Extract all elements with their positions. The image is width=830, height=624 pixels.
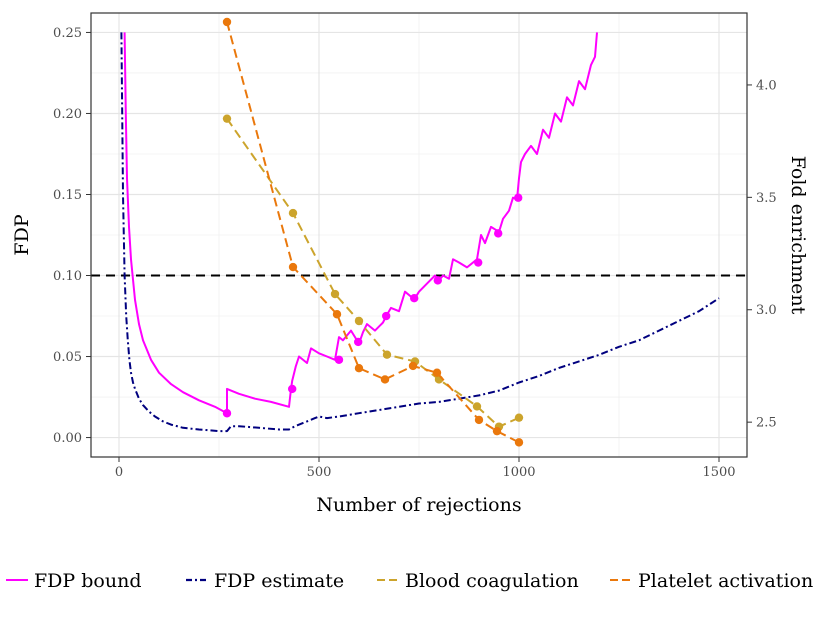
point-platelet-activation xyxy=(492,426,502,436)
x-tick-label: 0 xyxy=(115,465,123,480)
point-blood-coagulation xyxy=(514,413,524,422)
point-fdp-bound xyxy=(494,229,503,238)
series-line-platelet-activation xyxy=(226,21,520,444)
series-line-blood-coagulation xyxy=(226,118,520,428)
point-fdp-bound xyxy=(433,276,442,285)
point-fdp-bound xyxy=(354,337,363,347)
y2-tick-label: 4.0 xyxy=(756,78,777,93)
x-tick-label: 1000 xyxy=(502,465,535,480)
series-layer xyxy=(120,17,720,447)
x-tick-label: 1500 xyxy=(702,465,735,480)
axes: 0 500 1000 1500 0.00 0.05 0.10 0.15 0.20 0.25 2.5 3… xyxy=(53,26,777,480)
point-fdp-bound xyxy=(410,293,419,303)
y-tick-label: 0.25 xyxy=(53,26,82,41)
legend-label-fdp-estimate: FDP estimate xyxy=(214,570,344,592)
point-platelet-activation xyxy=(432,368,442,377)
y-tick-label: 0.05 xyxy=(53,350,82,365)
point-platelet-activation xyxy=(222,17,232,27)
y2-tick-label: 3.5 xyxy=(756,191,777,206)
point-blood-coagulation xyxy=(472,402,482,411)
point-fdp-bound xyxy=(382,311,391,321)
y-tick-label: 0.15 xyxy=(53,188,82,203)
point-fdp-bound xyxy=(514,193,523,202)
point-platelet-activation xyxy=(514,438,524,447)
point-platelet-activation xyxy=(408,361,418,371)
point-fdp-bound xyxy=(474,258,483,267)
legend-label-platelet-activation: Platelet activation xyxy=(638,570,813,592)
x-tick-label: 500 xyxy=(307,465,332,480)
y2-axis-title: Fold enrichment xyxy=(787,156,809,315)
point-fdp-bound xyxy=(222,409,232,418)
point-blood-coagulation xyxy=(222,114,232,123)
x-axis-title: Number of rejections xyxy=(316,494,521,516)
legend-label-blood-coagulation: Blood coagulation xyxy=(405,570,579,592)
point-platelet-activation xyxy=(380,375,390,384)
plot-border xyxy=(90,12,748,458)
point-platelet-activation xyxy=(332,310,342,319)
y-tick-label: 0.10 xyxy=(53,269,82,284)
y2-tick-label: 3.0 xyxy=(756,303,777,318)
legend: FDP bound FDP estimate Blood coagulation… xyxy=(6,570,813,592)
y-axis-title: FDP xyxy=(11,214,33,255)
point-blood-coagulation xyxy=(354,316,364,326)
point-blood-coagulation xyxy=(330,289,340,299)
point-platelet-activation xyxy=(474,415,484,425)
y-tick-label: 0.20 xyxy=(53,107,82,122)
point-fdp-bound xyxy=(334,355,344,364)
point-platelet-activation xyxy=(354,364,364,373)
series-line-fdp-estimate xyxy=(120,32,720,433)
point-blood-coagulation xyxy=(382,350,392,359)
legend-label-fdp-bound: FDP bound xyxy=(34,570,141,592)
point-blood-coagulation xyxy=(288,208,298,218)
point-fdp-bound xyxy=(288,384,297,394)
point-platelet-activation xyxy=(288,262,298,272)
y-tick-label: 0.00 xyxy=(53,431,82,446)
y2-tick-label: 2.5 xyxy=(756,416,777,431)
